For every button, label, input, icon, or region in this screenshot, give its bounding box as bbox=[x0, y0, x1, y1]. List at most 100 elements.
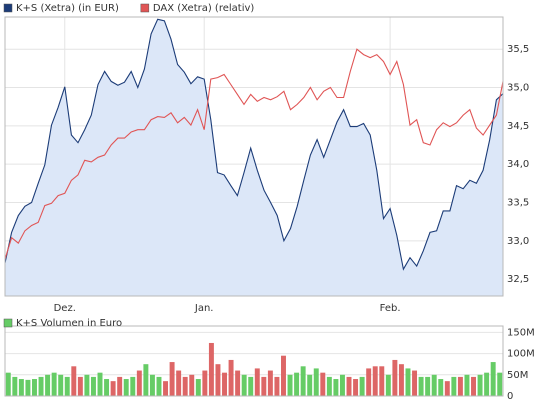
volume-bar bbox=[130, 376, 136, 396]
volume-bar bbox=[45, 374, 51, 396]
area bbox=[5, 19, 503, 297]
volume-bar bbox=[163, 381, 169, 396]
volume-bar bbox=[123, 379, 129, 396]
volume-bar bbox=[117, 376, 123, 396]
volume-bar bbox=[418, 376, 424, 396]
volume-bar bbox=[398, 364, 404, 396]
volume-bar bbox=[149, 374, 155, 396]
y-tick-label: 34,5 bbox=[507, 121, 529, 132]
volume-bar bbox=[326, 376, 332, 396]
volume-bar bbox=[71, 366, 77, 396]
volume-bar bbox=[182, 376, 188, 396]
volume-bar bbox=[241, 374, 247, 396]
volume-bar bbox=[110, 381, 116, 396]
y-tick-label: 0 bbox=[507, 391, 513, 401]
y-tick-label: 35,0 bbox=[507, 83, 529, 94]
volume-bar bbox=[287, 374, 293, 396]
volume-bar bbox=[320, 372, 326, 396]
volume-bar bbox=[477, 374, 483, 396]
volume-bar bbox=[281, 355, 286, 396]
x-tick-label: Jan. bbox=[194, 303, 214, 314]
volume-bar bbox=[12, 376, 18, 396]
y-tick-label: 32,5 bbox=[507, 274, 529, 285]
volume-bar bbox=[274, 376, 280, 396]
y-tick-label: 34,0 bbox=[507, 159, 529, 170]
volume-bar bbox=[51, 372, 57, 396]
volume-bar bbox=[248, 376, 254, 396]
volume-bar bbox=[156, 376, 162, 396]
volume-bar bbox=[18, 379, 24, 396]
legend-label: K+S Volumen in Euro bbox=[16, 318, 122, 329]
volume-bar bbox=[431, 374, 437, 396]
y-tick-label: 33,5 bbox=[507, 197, 529, 208]
volume-bar bbox=[464, 374, 470, 396]
volume-bar bbox=[189, 374, 195, 396]
volume-bar bbox=[25, 379, 31, 396]
legend-label: K+S (Xetra) (in EUR) bbox=[16, 3, 119, 14]
volume-bar bbox=[261, 376, 267, 396]
volume-bar bbox=[471, 376, 476, 396]
legend-swatch bbox=[3, 3, 13, 13]
volume-bar bbox=[372, 366, 378, 396]
volume-bar bbox=[438, 379, 444, 396]
volume-bar bbox=[490, 362, 496, 396]
volume-bar bbox=[84, 374, 90, 396]
plot-frame bbox=[4, 16, 504, 297]
legend-swatch bbox=[140, 3, 150, 13]
line bbox=[4, 18, 504, 271]
volume-bar bbox=[412, 370, 418, 396]
volume-bar bbox=[294, 372, 300, 396]
volume-bar bbox=[208, 342, 214, 396]
volume-bar bbox=[457, 376, 463, 396]
volume-bar bbox=[313, 368, 319, 396]
volume-bar bbox=[136, 370, 142, 396]
volume-bar bbox=[405, 368, 411, 396]
y-tick-label: 33,0 bbox=[507, 236, 529, 247]
volume-bar bbox=[307, 374, 313, 396]
volume-bar bbox=[385, 374, 391, 396]
volume-bar bbox=[215, 364, 221, 396]
y-tick-label: 100M bbox=[507, 349, 535, 360]
volume-bar bbox=[451, 376, 457, 396]
volume-bar bbox=[222, 372, 227, 396]
volume-bar bbox=[143, 364, 149, 396]
volume-bar bbox=[346, 376, 352, 396]
volume-bar bbox=[425, 376, 431, 396]
line bbox=[4, 48, 504, 260]
legend-label: DAX (Xetra) (relativ) bbox=[153, 3, 255, 14]
volume-bar bbox=[169, 362, 175, 396]
y-tick-label: 50M bbox=[507, 370, 528, 381]
volume-bar bbox=[300, 366, 306, 396]
volume-bar bbox=[379, 366, 385, 396]
volume-bar bbox=[228, 359, 234, 396]
volume-bar bbox=[32, 379, 37, 396]
legend-swatch bbox=[3, 318, 13, 328]
volume-bar bbox=[176, 370, 182, 396]
volume-bar bbox=[497, 372, 503, 396]
volume-bar bbox=[5, 372, 11, 396]
volume-bar bbox=[235, 370, 241, 396]
volume-bar bbox=[38, 376, 44, 396]
y-tick-label: 35,5 bbox=[507, 44, 529, 55]
volume-bar bbox=[195, 379, 201, 396]
plot-frame bbox=[4, 325, 504, 397]
volume-bar bbox=[104, 379, 110, 396]
volume-bar bbox=[267, 370, 273, 396]
volume-bar bbox=[366, 368, 372, 396]
volume-bar bbox=[77, 376, 83, 396]
volume-bar bbox=[392, 359, 398, 396]
volume-bar bbox=[333, 379, 339, 396]
volume-bar bbox=[359, 376, 365, 396]
y-tick-label: 150M bbox=[507, 327, 535, 338]
volume-bar bbox=[484, 372, 490, 396]
volume-bar bbox=[58, 374, 64, 396]
volume-bar bbox=[64, 376, 70, 396]
volume-bar bbox=[97, 372, 103, 396]
volume-bar bbox=[444, 381, 450, 396]
volume-bar bbox=[353, 379, 359, 396]
volume-bar bbox=[339, 374, 345, 396]
x-tick-label: Dez. bbox=[54, 303, 76, 314]
x-tick-label: Feb. bbox=[380, 303, 401, 314]
volume-bar bbox=[202, 370, 208, 396]
